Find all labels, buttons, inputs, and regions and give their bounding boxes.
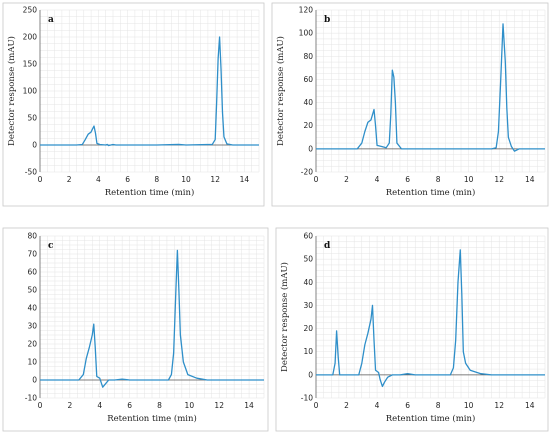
- chromatogram-trace-d: [316, 249, 545, 388]
- x-axis-label: Retention time (min): [386, 413, 476, 424]
- x-tick-label: 2: [344, 401, 349, 410]
- y-axis-label: Detector response (mAU): [275, 36, 286, 146]
- x-tick-label: 6: [405, 175, 410, 184]
- y-axis-label: Detector response (mAU): [279, 262, 290, 372]
- y-tick-label: 50: [27, 286, 37, 295]
- y-tick-label: 60: [303, 75, 313, 84]
- panel-frame: [2, 2, 265, 207]
- y-tick-label: -20: [301, 168, 313, 177]
- x-tick-label: 8: [436, 175, 441, 184]
- panel-letter: d: [324, 241, 331, 251]
- x-tick-label: 4: [97, 401, 102, 410]
- x-tick-label: 0: [314, 175, 319, 184]
- x-tick-label: 10: [181, 175, 191, 184]
- panel-frame: [275, 227, 549, 432]
- y-tick-label: 50: [303, 255, 313, 264]
- x-axis-label: Retention time (min): [107, 413, 197, 424]
- x-tick-label: 2: [344, 175, 349, 184]
- x-tick-label: 14: [244, 401, 254, 410]
- x-tick-label: 2: [67, 175, 72, 184]
- x-tick-label: 0: [38, 401, 43, 410]
- chromatogram-trace-a: [40, 36, 259, 147]
- y-tick-label: -10: [25, 394, 37, 403]
- x-tick-label: 12: [494, 401, 504, 410]
- y-tick-label: 20: [27, 340, 37, 349]
- y-tick-label: 0: [308, 370, 313, 379]
- y-tick-label: 0: [32, 376, 37, 385]
- y-tick-label: 80: [27, 232, 37, 241]
- x-tick-label: 6: [125, 175, 130, 184]
- y-tick-label: 40: [27, 304, 37, 313]
- panel-frame: [271, 2, 549, 207]
- y-tick-label: 0: [32, 141, 37, 150]
- x-tick-label: 0: [38, 175, 43, 184]
- panel-letter: c: [48, 241, 54, 251]
- y-tick-label: 70: [27, 250, 37, 259]
- x-axis-label: Retention time (min): [105, 187, 195, 198]
- x-axis-label: Retention time (min): [386, 187, 476, 198]
- chromatogram-trace-c: [40, 249, 264, 388]
- x-tick-label: 8: [436, 401, 441, 410]
- y-tick-label: 30: [303, 301, 313, 310]
- y-tick-label: 60: [303, 232, 313, 241]
- x-tick-label: 12: [214, 401, 224, 410]
- y-tick-label: 40: [303, 98, 313, 107]
- y-tick-label: 100: [23, 87, 38, 96]
- x-tick-label: 14: [525, 175, 535, 184]
- y-axis-label: Detector response (mAU): [6, 36, 17, 146]
- chromatogram-trace-b: [316, 23, 545, 152]
- x-tick-label: 10: [185, 401, 195, 410]
- x-tick-label: 4: [96, 175, 101, 184]
- x-tick-label: 10: [464, 175, 474, 184]
- panel-letter: a: [48, 15, 54, 25]
- y-tick-label: 10: [27, 358, 37, 367]
- x-tick-label: 8: [157, 401, 162, 410]
- x-tick-label: 6: [127, 401, 132, 410]
- y-tick-label: 60: [27, 268, 37, 277]
- y-tick-label: -10: [301, 394, 313, 403]
- y-tick-label: 50: [27, 114, 37, 123]
- y-tick-label: 120: [299, 6, 314, 15]
- panel-frame: [2, 227, 269, 432]
- x-tick-label: 12: [494, 175, 504, 184]
- y-tick-label: 10: [303, 347, 313, 356]
- y-tick-label: 0: [308, 144, 313, 153]
- x-tick-label: 10: [464, 401, 474, 410]
- y-tick-label: 80: [303, 52, 313, 61]
- x-tick-label: 4: [375, 175, 380, 184]
- y-tick-label: 200: [23, 33, 38, 42]
- y-tick-label: 30: [27, 322, 37, 331]
- x-tick-label: 14: [525, 401, 535, 410]
- y-tick-label: 20: [303, 121, 313, 130]
- y-tick-label: 40: [303, 278, 313, 287]
- y-tick-label: 20: [303, 324, 313, 333]
- y-tick-label: 150: [23, 60, 38, 69]
- x-tick-label: 14: [240, 175, 250, 184]
- x-tick-label: 6: [405, 401, 410, 410]
- x-tick-label: 4: [375, 401, 380, 410]
- x-tick-label: 8: [154, 175, 159, 184]
- x-tick-label: 12: [210, 175, 220, 184]
- y-tick-label: -50: [25, 168, 37, 177]
- x-tick-label: 0: [314, 401, 319, 410]
- chart-panel-c: 0 2 4 6 8 10 12 14-1001020304050607080Retention…: [2, 227, 269, 432]
- x-tick-label: 2: [67, 401, 72, 410]
- y-tick-label: 100: [299, 29, 314, 38]
- y-tick-label: 250: [23, 6, 38, 15]
- panel-letter: b: [324, 15, 330, 25]
